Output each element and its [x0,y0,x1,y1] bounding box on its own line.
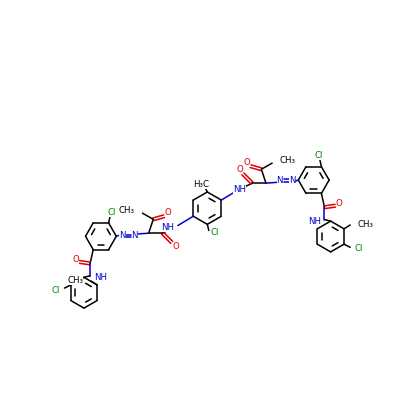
Text: NH: NH [233,185,246,194]
Text: NH: NH [161,222,174,232]
Text: Cl: Cl [355,244,363,253]
Text: CH₃: CH₃ [358,220,374,229]
Text: O: O [236,165,243,174]
Text: N: N [289,176,296,185]
Text: O: O [72,255,79,264]
Text: O: O [243,158,250,167]
Text: CH₃: CH₃ [119,206,135,214]
Text: CH₃: CH₃ [68,276,84,285]
Text: CH₃: CH₃ [280,156,296,164]
Text: H₃C: H₃C [193,180,209,189]
Text: Cl: Cl [108,208,116,217]
Text: N: N [132,231,138,240]
Text: NH: NH [94,273,107,282]
Text: O: O [164,208,171,217]
Text: Cl: Cl [315,152,323,160]
Text: Cl: Cl [52,286,60,295]
Text: Cl: Cl [210,228,219,236]
Text: NH: NH [308,217,321,226]
Text: O: O [173,242,180,251]
Text: O: O [336,199,342,208]
Text: N: N [119,231,126,240]
Text: N: N [276,176,283,185]
